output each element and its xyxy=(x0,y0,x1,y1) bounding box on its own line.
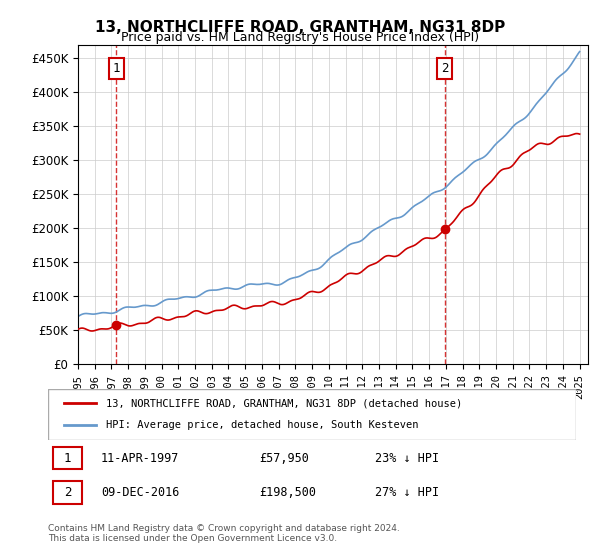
Text: 11-APR-1997: 11-APR-1997 xyxy=(101,452,179,465)
Text: 2: 2 xyxy=(64,486,71,499)
Text: 09-DEC-2016: 09-DEC-2016 xyxy=(101,486,179,499)
Text: 27% ↓ HPI: 27% ↓ HPI xyxy=(376,486,439,499)
Text: 1: 1 xyxy=(64,452,71,465)
Text: 2: 2 xyxy=(441,62,449,75)
Text: 23% ↓ HPI: 23% ↓ HPI xyxy=(376,452,439,465)
Text: Price paid vs. HM Land Registry's House Price Index (HPI): Price paid vs. HM Land Registry's House … xyxy=(121,31,479,44)
FancyBboxPatch shape xyxy=(53,481,82,503)
Text: 1: 1 xyxy=(112,62,120,75)
FancyBboxPatch shape xyxy=(48,389,576,440)
Text: HPI: Average price, detached house, South Kesteven: HPI: Average price, detached house, Sout… xyxy=(106,421,419,431)
FancyBboxPatch shape xyxy=(53,447,82,469)
Text: £198,500: £198,500 xyxy=(259,486,316,499)
Text: 13, NORTHCLIFFE ROAD, GRANTHAM, NG31 8DP: 13, NORTHCLIFFE ROAD, GRANTHAM, NG31 8DP xyxy=(95,20,505,35)
Text: Contains HM Land Registry data © Crown copyright and database right 2024.
This d: Contains HM Land Registry data © Crown c… xyxy=(48,524,400,543)
Text: 13, NORTHCLIFFE ROAD, GRANTHAM, NG31 8DP (detached house): 13, NORTHCLIFFE ROAD, GRANTHAM, NG31 8DP… xyxy=(106,398,463,408)
Text: £57,950: £57,950 xyxy=(259,452,309,465)
